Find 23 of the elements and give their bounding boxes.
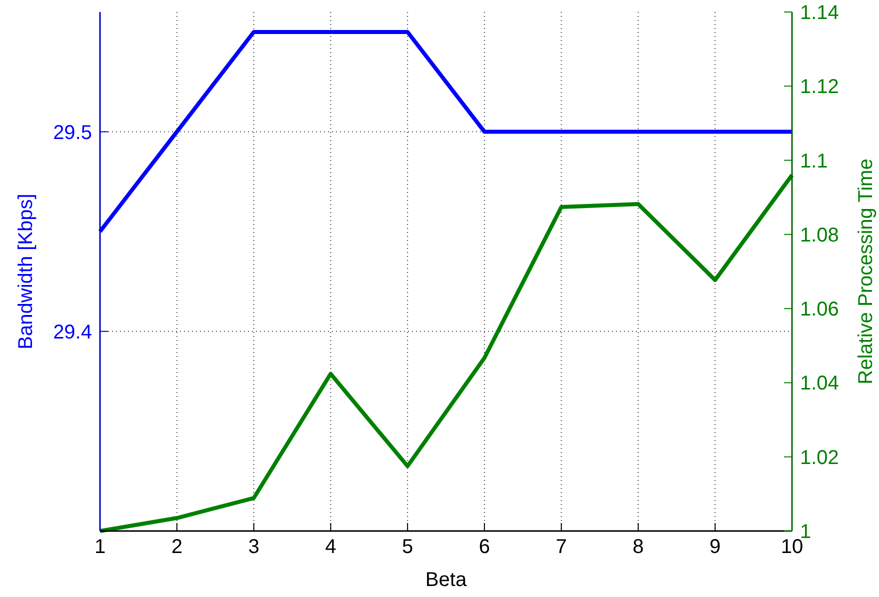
x-tick-label: 6	[478, 536, 490, 558]
x-tick-label: 10	[780, 536, 804, 558]
x-tick-label: 3	[248, 536, 260, 558]
x-tick-label: 9	[710, 536, 721, 558]
x-tick-label: 2	[171, 536, 182, 558]
y-axis-title: Bandwidth [Kbps]	[15, 194, 37, 350]
x-tick-label: 5	[402, 536, 414, 558]
y-tick-label: 29.5	[53, 122, 92, 144]
y2-tick-label: 1.02	[800, 446, 839, 469]
line-series	[98, 173, 794, 533]
x-tick-label: 8	[632, 536, 644, 558]
y2-tick-label: 1.04	[800, 372, 839, 395]
y-tick-label: 29.4	[53, 321, 92, 344]
y2-tick-label: 1.06	[800, 298, 839, 321]
y2-tick-label: 1.08	[800, 224, 839, 246]
y2-tick-label: 1.12	[800, 76, 839, 98]
y2-tick-label: 1.14	[800, 2, 839, 24]
x-tick-label: 1	[94, 536, 106, 558]
y2-tick-label: 1.1	[800, 150, 828, 172]
x-tick-label: 7	[556, 536, 567, 558]
x-axis-title: Beta	[425, 569, 468, 591]
x-tick-label: 4	[325, 536, 336, 558]
y2-axis-title: Relative Processing Time	[855, 158, 877, 384]
